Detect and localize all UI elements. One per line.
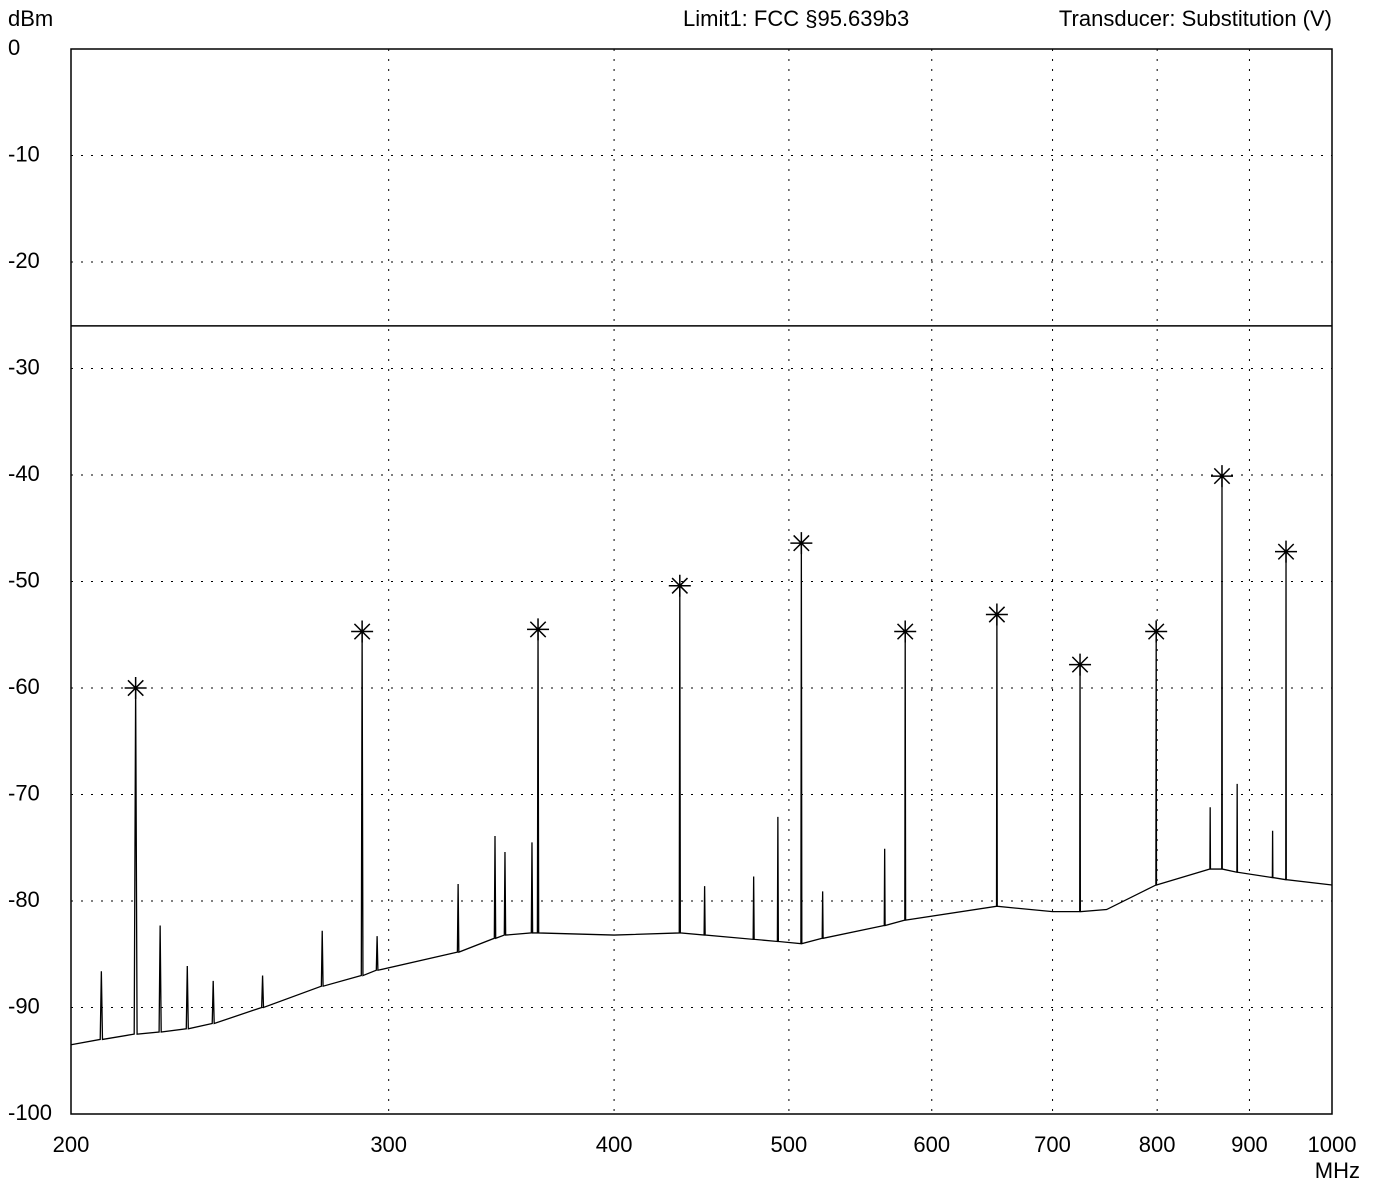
y-tick-label: 0 xyxy=(8,35,20,60)
x-tick-label: 800 xyxy=(1139,1132,1176,1157)
x-tick-label: 1000 xyxy=(1308,1132,1357,1157)
y-tick-label: -30 xyxy=(8,354,40,379)
limit-header: Limit1: FCC §95.639b3 xyxy=(683,6,909,31)
peak-marker xyxy=(668,574,691,597)
y-tick-label: -90 xyxy=(8,993,40,1018)
y-tick-label: -10 xyxy=(8,141,40,166)
peak-marker xyxy=(1069,653,1092,676)
peak-marker xyxy=(985,603,1008,626)
x-tick-label: 700 xyxy=(1034,1132,1071,1157)
plot-frame xyxy=(70,48,1333,1115)
y-tick-label: -50 xyxy=(8,567,40,592)
y-tick-label: -70 xyxy=(8,780,40,805)
trace xyxy=(70,476,1333,1046)
y-tick-label: -100 xyxy=(8,1100,52,1125)
peak-marker xyxy=(1145,620,1168,643)
x-tick-label: 500 xyxy=(771,1132,808,1157)
y-tick-label: -60 xyxy=(8,674,40,699)
peak-marker xyxy=(124,677,147,699)
peak-marker xyxy=(1275,540,1298,563)
peak-marker xyxy=(1210,465,1233,488)
peak-marker xyxy=(894,620,917,643)
peak-marker xyxy=(527,618,550,641)
peak-marker xyxy=(790,532,813,555)
x-tick-label: 300 xyxy=(370,1132,407,1157)
y-axis-label: dBm xyxy=(8,6,53,31)
y-tick-label: -40 xyxy=(8,461,40,486)
transducer-header: Transducer: Substitution (V) xyxy=(1059,6,1332,31)
y-tick-label: -20 xyxy=(8,248,40,273)
x-tick-label: 600 xyxy=(913,1132,950,1157)
peak-marker xyxy=(351,620,374,643)
x-axis-label: MHz xyxy=(1315,1158,1360,1183)
y-tick-label: -80 xyxy=(8,887,40,912)
x-tick-label: 400 xyxy=(596,1132,633,1157)
x-tick-label: 900 xyxy=(1231,1132,1268,1157)
x-tick-label: 200 xyxy=(53,1132,90,1157)
